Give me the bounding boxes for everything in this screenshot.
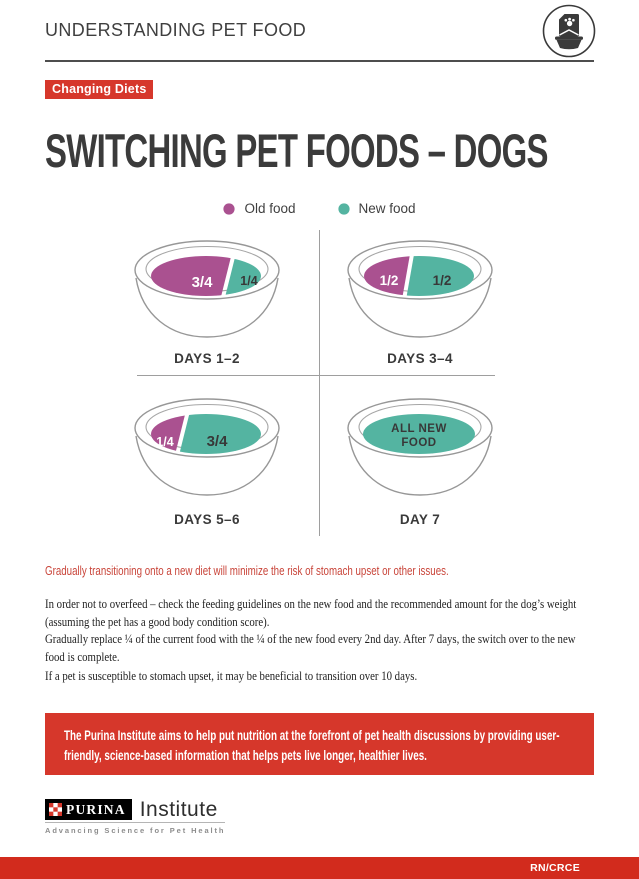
all-new-food-label-line2: FOOD (401, 437, 436, 449)
bowl-caption-days-5-6: DAYS 5–6 (174, 512, 240, 527)
mission-callout-box: The Purina Institute aims to help put nu… (45, 713, 594, 775)
new-portion-label: 3/4 (207, 433, 229, 450)
body-paragraph: Gradually replace ¼ of the current food … (45, 631, 576, 664)
bowl-day-7: ALL NEW FOOD (347, 398, 493, 496)
pet-food-bag-and-bowl-icon (541, 3, 597, 64)
legend-label-new-food: New food (358, 201, 416, 216)
header-divider (45, 60, 594, 62)
mission-callout-text: The Purina Institute aims to help put nu… (64, 728, 560, 763)
logo-brand-text: PURINA (66, 802, 126, 817)
document-code: RN/CRCE (530, 862, 580, 874)
diagram-horizontal-divider (137, 375, 495, 376)
purina-institute-logo: PURINA Institute Advancing Science for P… (45, 799, 225, 835)
legend: Old food New food (0, 201, 639, 216)
logo-divider (45, 822, 225, 823)
topic-badge: Changing Diets (45, 80, 154, 99)
legend-item-old-food: Old food (223, 201, 296, 216)
logo-tagline: Advancing Science for Pet Health (45, 826, 226, 835)
bowl-caption-day-7: DAY 7 (399, 512, 441, 527)
page-title: SWITCHING PET FOODS – DOGS (45, 124, 548, 177)
new-portion-label: 1/2 (433, 273, 452, 288)
old-portion-label: 3/4 (192, 274, 214, 291)
old-food-dot-icon (223, 202, 236, 215)
old-portion-label: 1/4 (156, 435, 173, 449)
legend-item-new-food: New food (337, 201, 416, 216)
old-portion-label: 1/2 (380, 273, 399, 288)
logo-suffix-text: Institute (139, 798, 218, 821)
bowl-caption-days-1-2: DAYS 1–2 (174, 351, 240, 366)
purina-logo-box: PURINA (45, 799, 132, 820)
new-portion-label: 1/4 (240, 274, 257, 288)
checkerboard-icon (49, 803, 62, 816)
legend-label-old-food: Old food (244, 201, 296, 216)
bottom-bar: RN/CRCE (0, 857, 639, 879)
lead-sentence: Gradually transitioning onto a new diet … (45, 563, 449, 578)
header-title: UNDERSTANDING PET FOOD (45, 20, 307, 40)
diagram-vertical-divider (319, 230, 320, 536)
bowl-days-3-4: 1/2 1/2 (347, 240, 493, 338)
bowl-days-5-6: 1/4 3/4 (134, 398, 280, 496)
body-paragraph: In order not to overfeed – check the fee… (45, 596, 577, 629)
body-paragraph: If a pet is susceptible to stomach upset… (45, 668, 418, 683)
all-new-food-label-line1: ALL NEW (391, 423, 447, 435)
bowl-days-1-2: 3/4 1/4 (134, 240, 280, 338)
bowl-caption-days-3-4: DAYS 3–4 (387, 351, 453, 366)
new-food-dot-icon (337, 202, 350, 215)
new-food-portion (168, 414, 261, 454)
new-food-portion (363, 414, 475, 454)
